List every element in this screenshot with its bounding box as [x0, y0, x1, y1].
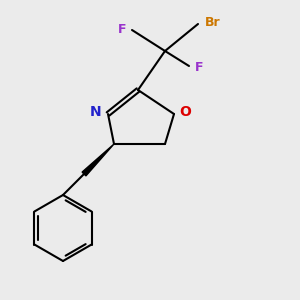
- Text: O: O: [179, 106, 191, 119]
- Text: Br: Br: [205, 16, 221, 29]
- Polygon shape: [82, 144, 114, 176]
- Text: F: F: [195, 61, 204, 74]
- Text: N: N: [90, 106, 101, 119]
- Text: F: F: [118, 22, 127, 36]
